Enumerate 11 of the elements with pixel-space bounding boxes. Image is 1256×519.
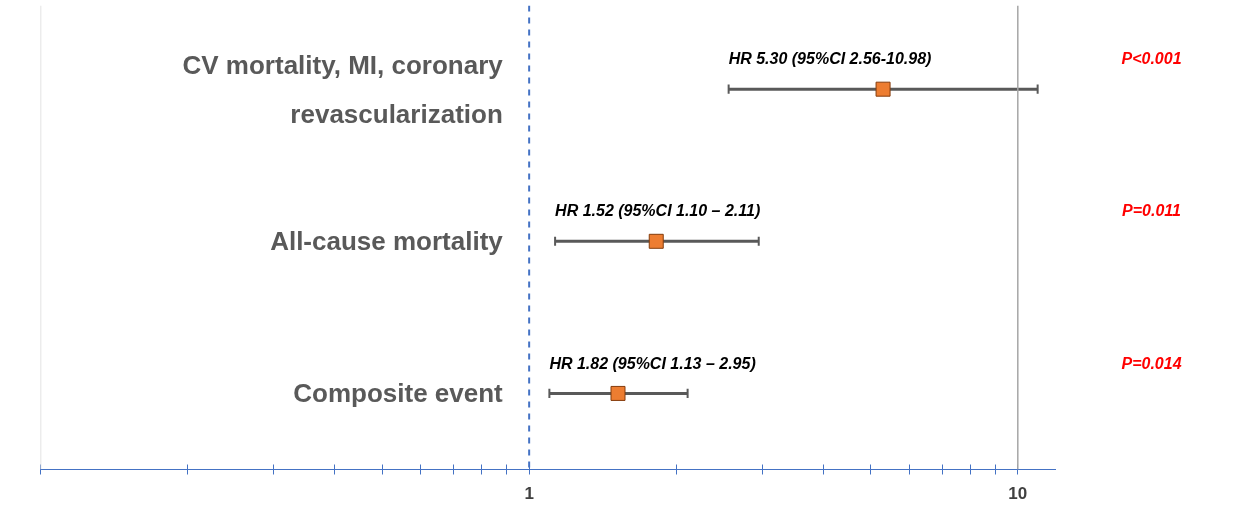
- y-tick-label: Composite event: [293, 378, 504, 409]
- text: P<0.001: [1121, 50, 1182, 68]
- x-tick-label: 10: [1008, 483, 1028, 503]
- annotation: HR 5.30 (95%CI 2.56-10.98): [728, 50, 932, 68]
- y-tick-label: All-cause mortality: [270, 226, 504, 257]
- y-tick-label: CV mortality, MI, coronary revascularization: [182, 49, 504, 129]
- annotation: HR 1.82 (95%CI 1.13 – 2.95): [549, 354, 756, 372]
- text: P=0.011: [1122, 202, 1182, 220]
- annotation: HR 1.52 (95%CI 1.10 – 2.11): [555, 202, 761, 220]
- text: P=0.014: [1121, 354, 1182, 372]
- x-tick-label: 1: [524, 483, 534, 503]
